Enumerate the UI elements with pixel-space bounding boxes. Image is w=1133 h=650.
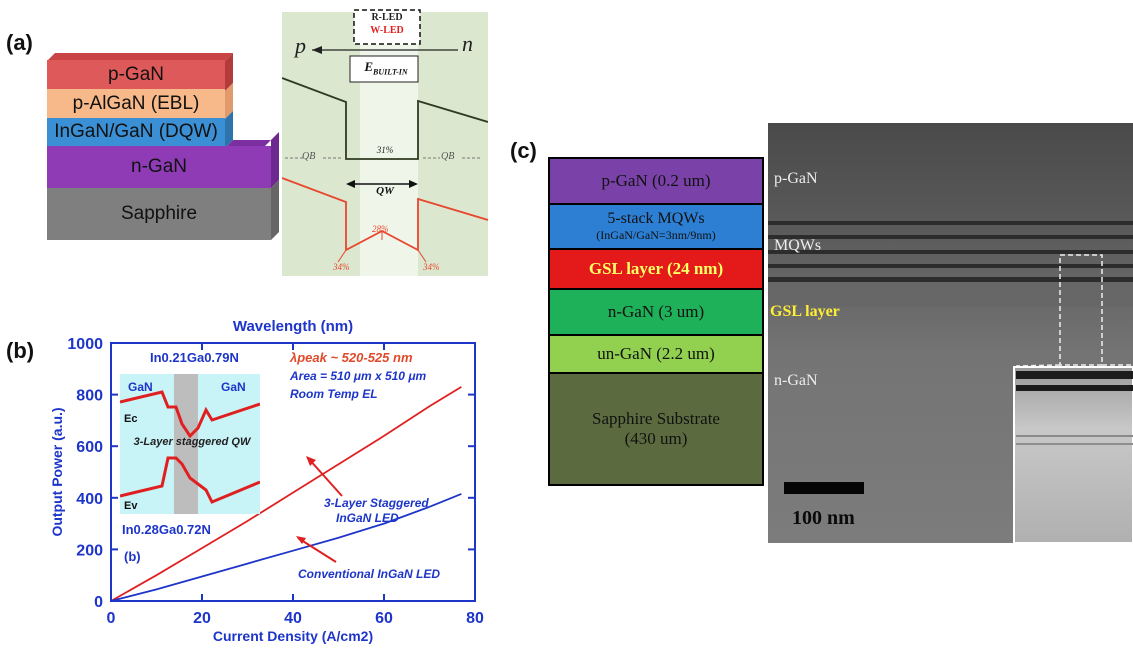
tem-label-p-gan: p-GaN (774, 170, 818, 187)
p-side-label: p (295, 33, 306, 58)
conventional-label: Conventional InGaN LED (298, 567, 441, 581)
y-tick-label: 0 (94, 594, 103, 611)
c-layer-label: p-GaN (0.2 um) (601, 171, 711, 191)
built-in-field-e: E (364, 59, 373, 74)
staggered-label-line1: 3-Layer Staggered (324, 496, 429, 510)
x-tick-label: 0 (107, 610, 116, 627)
c-layer-n-gan: n-GaN (3 um) (548, 288, 764, 336)
tem-label-n-gan: n-GaN (774, 372, 818, 389)
legend-w-led: W-LED (370, 25, 404, 36)
x-axis-label: Current Density (A/cm2) (213, 628, 373, 644)
built-in-field-sub: BUILT-IN (372, 67, 408, 77)
vb-left-percent: 34% (333, 262, 350, 272)
staggered-label-line2: InGaN LED (336, 511, 399, 525)
series-line-staggered (110, 386, 462, 602)
layer-p-algan-ebl: p-AlGaN (EBL) (47, 89, 225, 118)
inset-ec-label: Ec (124, 413, 138, 425)
inset-band-diagram (120, 374, 260, 514)
layer-sapphire: Sapphire (47, 188, 271, 240)
qb-right-label: QB (441, 151, 455, 162)
n-side-label: n (462, 31, 473, 56)
y-axis-label: Output Power (a.u.) (49, 407, 65, 536)
cb-percent-label: 31% (376, 145, 394, 155)
x-tick-label: 40 (284, 610, 302, 627)
band-diagram (282, 9, 488, 276)
inset-caption: 3-Layer staggered QW (133, 436, 251, 448)
y-tick-label: 200 (76, 542, 103, 559)
c-layer-mqws: 5-stack MQWs (InGaN/GaN=3nm/9nm) (548, 203, 764, 250)
y-tick-label: 1000 (67, 336, 103, 353)
inset-gan-right: GaN (221, 380, 246, 394)
room-temp-annotation: Room Temp EL (290, 387, 378, 401)
inset-panel-tag: (b) (124, 549, 141, 564)
c-layer-label: n-GaN (3 um) (607, 302, 705, 322)
c-layer-label: 5-stack MQWs (607, 210, 705, 228)
qw-label: QW (376, 185, 394, 197)
y-tick-label: 800 (76, 388, 103, 405)
legend-r-led: R-LED (371, 12, 403, 23)
inset-ev-label: Ev (124, 500, 138, 512)
tem-label-gsl: GSL layer (770, 303, 840, 320)
panel-b-label: (b) (6, 338, 35, 363)
chart-top-axis-title: Wavelength (nm) (233, 318, 353, 335)
layer-n-gan: n-GaN (47, 146, 271, 188)
y-tick-label: 600 (76, 439, 103, 456)
tem-label-mqws: MQWs (774, 237, 822, 254)
barrier-formula: In0.28Ga0.72N (122, 522, 211, 537)
c-layer-label: GSL layer (24 nm) (588, 259, 724, 279)
y-tick-label: 400 (76, 491, 103, 508)
c-layer-label: un-GaN (2.2 um) (597, 344, 715, 364)
scale-bar-label: 100 nm (792, 507, 855, 529)
area-annotation: Area = 510 μm x 510 μm (290, 369, 427, 383)
inset-gan-left: GaN (128, 380, 153, 394)
annotation-arrows (296, 456, 343, 563)
tem-micrograph (768, 123, 1133, 543)
x-tick-label: 60 (375, 610, 393, 627)
x-tick-label: 80 (466, 610, 484, 627)
panel-a-stack-shading (47, 53, 279, 240)
c-layer-sapphire: Sapphire Substrate (430 um) (548, 372, 764, 486)
vb-center-percent: 28% (372, 224, 389, 234)
lambda-annotation: λpeak ~ 520-525 nm (290, 350, 413, 365)
c-layer-gsl: GSL layer (24 nm) (548, 248, 764, 290)
qb-left-label: QB (302, 151, 316, 162)
c-layer-un-gan: un-GaN (2.2 um) (548, 334, 764, 374)
layer-ingan-gan-dqw: InGaN/GaN (DQW) (47, 118, 225, 146)
c-layer-sublabel: (InGaN/GaN=3nm/9nm) (596, 227, 716, 242)
well-formula: In0.21Ga0.79N (150, 350, 239, 365)
panel-a-label: (a) (6, 30, 33, 55)
c-layer-sublabel: (430 um) (624, 429, 688, 448)
x-tick-label: 20 (193, 610, 211, 627)
built-in-field-label: EBUILT-IN (352, 59, 420, 77)
c-layer-label: Sapphire Substrate (592, 409, 720, 429)
series-line-conventional (110, 493, 462, 602)
c-layer-p-gan: p-GaN (0.2 um) (548, 157, 764, 205)
panel-c-label: (c) (510, 138, 537, 163)
layer-p-gan: p-GaN (47, 60, 225, 89)
vb-right-percent: 34% (423, 262, 440, 272)
